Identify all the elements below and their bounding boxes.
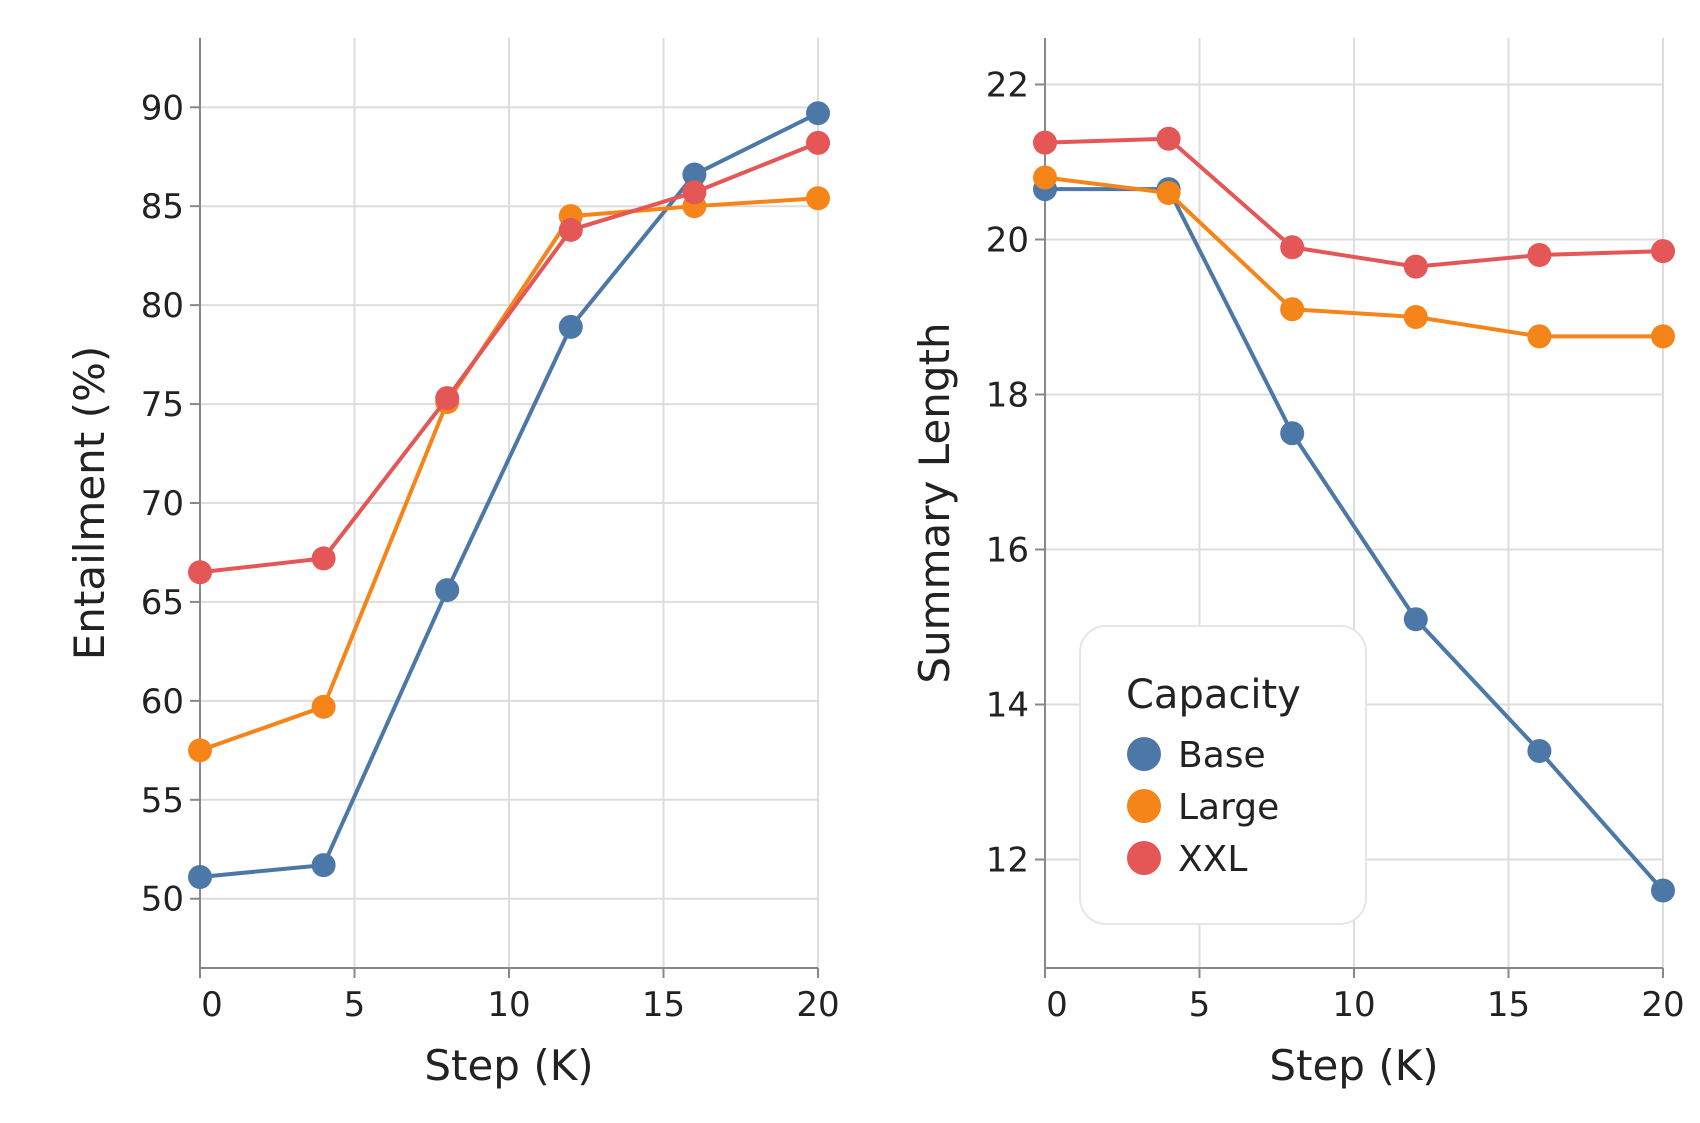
- data-point-base: [1280, 421, 1305, 446]
- series-large: [1033, 165, 1675, 349]
- data-point-xxl: [1403, 254, 1428, 279]
- y-tick-label: 12: [986, 841, 1029, 881]
- data-point-large: [1403, 305, 1428, 329]
- y-tick-label: 18: [986, 376, 1029, 416]
- y-tick-label: 70: [141, 484, 184, 524]
- series-line-large: [199, 196, 819, 753]
- y-tick-label: 60: [141, 682, 184, 722]
- data-point-xxl: [806, 130, 830, 155]
- data-point-xxl: [311, 546, 336, 571]
- data-point-base: [1527, 739, 1552, 763]
- y-axis-title: Summary Length: [910, 322, 959, 683]
- data-point-large: [1033, 165, 1057, 190]
- x-tick-label: 0: [1046, 985, 1068, 1025]
- data-point-xxl: [188, 560, 212, 585]
- legend-title: Capacity: [1126, 672, 1301, 718]
- data-point-large: [1156, 181, 1181, 205]
- data-point-large: [311, 694, 336, 719]
- data-point-base: [806, 101, 830, 126]
- data-point-xxl: [558, 217, 583, 242]
- legend-label-xxl: XXL: [1178, 839, 1247, 880]
- data-point-xxl: [1156, 126, 1181, 151]
- data-point-large: [1280, 297, 1305, 322]
- y-tick-label: 16: [986, 531, 1029, 571]
- data-point-xxl: [435, 386, 460, 411]
- y-axis-title: Entailment (%): [65, 346, 114, 661]
- data-point-xxl: [1280, 235, 1305, 260]
- x-tick-label: 15: [1487, 985, 1530, 1025]
- y-tick-label: 22: [986, 66, 1029, 106]
- series-base: [188, 101, 830, 889]
- x-tick-label: 5: [1189, 985, 1211, 1025]
- data-point-large: [1651, 324, 1675, 349]
- y-tick-label: 14: [986, 686, 1029, 726]
- y-tick-label: 80: [141, 286, 184, 326]
- series-line-base: [199, 111, 819, 879]
- data-point-base: [1403, 607, 1428, 632]
- data-point-large: [188, 738, 212, 763]
- x-axis-title: Step (K): [424, 1041, 593, 1090]
- y-tick-label: 75: [141, 385, 184, 425]
- x-tick-label: 20: [1641, 985, 1684, 1025]
- axes: [190, 38, 819, 978]
- data-point-xxl: [1033, 130, 1057, 155]
- panel-1: 50 55 60 65 70 75 80 85 90 0 5 10 15 20 Step (K) Entail…: [65, 38, 840, 1090]
- y-tick-label: 50: [141, 880, 184, 920]
- x-tick-label: 10: [487, 985, 530, 1025]
- x-tick-label: 0: [201, 985, 223, 1025]
- data-point-base: [682, 162, 707, 187]
- x-tick-label: 20: [796, 985, 839, 1025]
- x-tick-label: 15: [642, 985, 685, 1025]
- legend-label-base: Base: [1178, 735, 1266, 776]
- x-tick-label: 5: [344, 985, 366, 1025]
- data-point-xxl: [1527, 243, 1552, 267]
- x-tick-label: 10: [1332, 985, 1375, 1025]
- data-point-large: [1527, 324, 1552, 349]
- legend: Capacity Base Large XXL: [1079, 625, 1367, 925]
- legend-label-large: Large: [1178, 787, 1279, 828]
- data-point-xxl: [682, 180, 707, 205]
- data-point-xxl: [1651, 239, 1675, 264]
- series-xxl: [188, 130, 830, 585]
- legend-marker-base: [1127, 737, 1161, 771]
- series-line-xxl: [199, 141, 819, 575]
- y-tick-label: 65: [141, 583, 184, 623]
- data-point-base: [311, 853, 336, 878]
- data-point-base: [188, 864, 212, 889]
- x-axis-title: Step (K): [1269, 1041, 1438, 1090]
- series-line-xxl: [1044, 136, 1664, 269]
- data-point-large: [806, 186, 830, 211]
- legend-marker-xxl: [1127, 841, 1161, 875]
- y-tick-label: 85: [141, 187, 184, 227]
- data-point-base: [1651, 878, 1675, 903]
- data-point-base: [558, 314, 583, 339]
- panel-2: 12 14 16 18 20 22 0 5 10 15 20 Step (K) Summary Leng…: [910, 38, 1685, 1090]
- series-xxl: [1033, 126, 1675, 279]
- y-tick-label: 90: [141, 88, 184, 128]
- gridlines: [199, 38, 819, 968]
- data-point-base: [435, 578, 460, 603]
- series-line-large: [1044, 175, 1663, 339]
- y-tick-label: 20: [986, 221, 1029, 261]
- y-tick-label: 55: [141, 781, 184, 821]
- legend-marker-large: [1127, 789, 1161, 823]
